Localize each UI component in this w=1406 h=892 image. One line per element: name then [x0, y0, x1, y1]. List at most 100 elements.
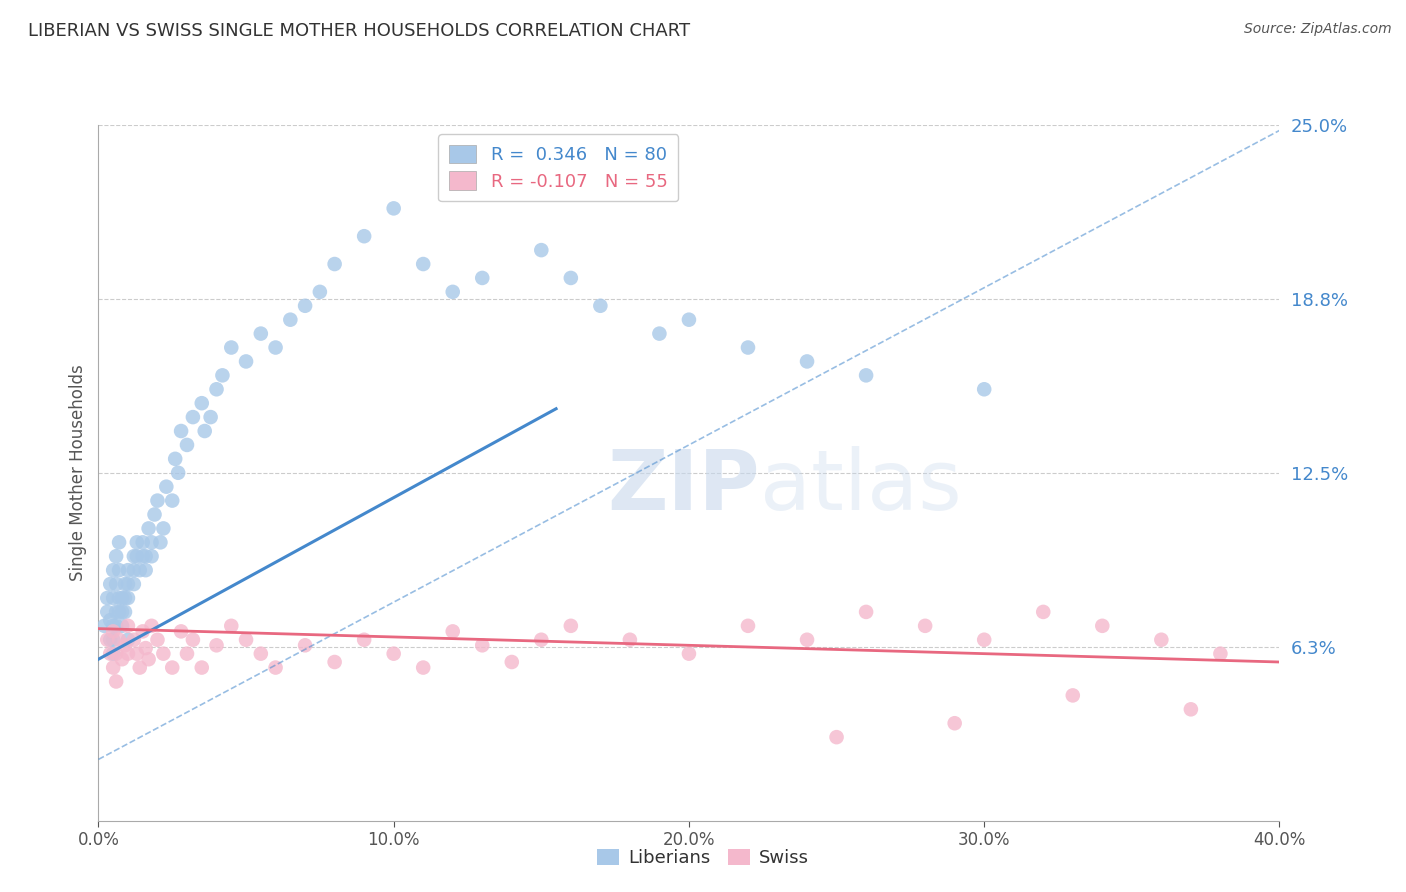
Point: [1062, 689, 1084, 703]
Point: [125, 549, 148, 564]
Point: [796, 632, 818, 647]
Point: [167, 466, 190, 480]
Point: [855, 605, 877, 619]
Point: [138, 652, 160, 666]
Point: [122, 563, 145, 577]
Point: [117, 619, 139, 633]
Point: [128, 563, 150, 577]
Point: [181, 632, 204, 647]
Point: [93, 619, 115, 633]
Point: [103, 591, 125, 605]
Point: [105, 577, 128, 591]
Point: [250, 326, 273, 341]
Point: [105, 674, 128, 689]
Point: [114, 605, 136, 619]
Point: [1180, 702, 1202, 716]
Point: [117, 591, 139, 605]
Point: [194, 424, 217, 438]
Point: [108, 535, 131, 549]
Point: [141, 619, 163, 633]
Point: [1032, 605, 1054, 619]
Point: [96, 605, 118, 619]
Point: [294, 638, 316, 652]
Point: [117, 632, 139, 647]
Point: [103, 563, 125, 577]
Point: [200, 410, 222, 425]
Point: [323, 257, 346, 271]
Point: [152, 521, 174, 535]
Point: [108, 605, 131, 619]
Point: [105, 619, 128, 633]
Point: [589, 299, 612, 313]
Point: [103, 660, 125, 674]
Text: ZIP: ZIP: [607, 446, 759, 527]
Point: [141, 549, 163, 564]
Point: [176, 438, 198, 452]
Point: [125, 647, 148, 661]
Point: [111, 619, 134, 633]
Point: [278, 312, 302, 326]
Point: [108, 563, 131, 577]
Point: [105, 605, 128, 619]
Point: [353, 229, 375, 244]
Point: [382, 202, 405, 216]
Point: [235, 632, 257, 647]
Point: [117, 577, 139, 591]
Point: [108, 632, 131, 647]
Text: atlas: atlas: [759, 446, 962, 527]
Point: [98, 577, 121, 591]
Point: [250, 647, 273, 661]
Point: [122, 632, 145, 647]
Point: [111, 652, 134, 666]
Point: [973, 632, 995, 647]
Point: [973, 382, 995, 396]
Point: [309, 285, 332, 299]
Point: [122, 577, 145, 591]
Point: [117, 647, 139, 661]
Point: [98, 647, 121, 661]
Point: [128, 660, 150, 674]
Point: [412, 660, 434, 674]
Point: [1091, 619, 1114, 633]
Point: [135, 563, 157, 577]
Point: [143, 508, 166, 522]
Point: [152, 647, 174, 661]
Point: [103, 624, 125, 639]
Point: [323, 655, 346, 669]
Point: [796, 354, 818, 368]
Point: [170, 424, 193, 438]
Point: [441, 624, 464, 639]
Point: [181, 410, 204, 425]
Point: [146, 632, 169, 647]
Point: [501, 655, 523, 669]
Legend: Liberians, Swiss: Liberians, Swiss: [591, 841, 815, 874]
Point: [855, 368, 877, 383]
Point: [176, 647, 198, 661]
Legend: R =  0.346   N = 80, R = -0.107   N = 55: R = 0.346 N = 80, R = -0.107 N = 55: [439, 134, 678, 202]
Text: LIBERIAN VS SWISS SINGLE MOTHER HOUSEHOLDS CORRELATION CHART: LIBERIAN VS SWISS SINGLE MOTHER HOUSEHOL…: [28, 22, 690, 40]
Point: [205, 382, 228, 396]
Point: [122, 549, 145, 564]
Text: Source: ZipAtlas.com: Source: ZipAtlas.com: [1244, 22, 1392, 37]
Point: [619, 632, 641, 647]
Point: [441, 285, 464, 299]
Point: [211, 368, 233, 383]
Point: [132, 549, 155, 564]
Point: [111, 605, 134, 619]
Point: [170, 624, 193, 639]
Point: [1150, 632, 1173, 647]
Point: [191, 396, 214, 410]
Point: [914, 619, 936, 633]
Point: [382, 647, 405, 661]
Point: [205, 638, 228, 652]
Point: [135, 549, 157, 564]
Point: [96, 632, 118, 647]
Point: [678, 647, 700, 661]
Point: [264, 660, 287, 674]
Y-axis label: Single Mother Households: Single Mother Households: [69, 365, 87, 581]
Point: [114, 577, 136, 591]
Point: [737, 341, 759, 355]
Point: [737, 619, 759, 633]
Point: [353, 632, 375, 647]
Point: [560, 619, 582, 633]
